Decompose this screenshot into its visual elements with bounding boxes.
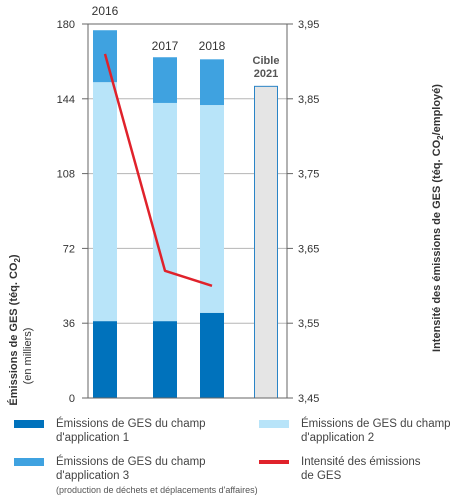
left-tick-label: 0 xyxy=(69,393,75,405)
bar-segment-1 xyxy=(93,321,117,398)
category-label-2018: 2018 xyxy=(199,39,226,53)
left-tick-label: 108 xyxy=(57,169,75,181)
left-tick-label: 36 xyxy=(63,318,75,330)
bars xyxy=(93,30,278,399)
right-tick-label: 3,95 xyxy=(298,19,319,31)
left-axis-title: Émissions de GES (téq. CO2) xyxy=(7,254,22,406)
bar-segment-1 xyxy=(200,312,224,398)
bar-segment-1 xyxy=(153,321,177,398)
right-tick-label: 3,45 xyxy=(298,393,319,405)
target-label-line: 2021 xyxy=(254,68,278,80)
target-bar xyxy=(254,85,278,399)
right-tick-label: 3,55 xyxy=(298,318,319,330)
bar-segment-2 xyxy=(200,105,224,313)
right-tick-label: 3,65 xyxy=(298,243,319,255)
intensity-line xyxy=(103,53,213,287)
category-label-2016: 2016 xyxy=(92,4,119,18)
right-axis-title: Intensité des émissions de GES (téq. CO2… xyxy=(431,84,445,352)
right-tick-label: 3,85 xyxy=(298,94,319,106)
category-label-2017: 2017 xyxy=(152,39,179,53)
left-tick-label: 144 xyxy=(57,94,75,106)
tick-labels: 0 36 72 108 144 180 3,45 3,55 3,65 3,75 3,85 3,95 xyxy=(57,19,320,405)
left-axis-unit: (en milliers) xyxy=(22,328,34,385)
axes xyxy=(87,23,288,399)
left-tick-label: 72 xyxy=(63,243,75,255)
target-label-line: Cible xyxy=(253,55,280,67)
bar-segment-2 xyxy=(93,82,117,322)
left-tick-label: 180 xyxy=(57,19,75,31)
bar-segment-3 xyxy=(200,59,224,106)
bar-segment-2 xyxy=(153,102,177,322)
right-tick-label: 3,75 xyxy=(298,169,319,181)
bar-segment-3 xyxy=(153,57,177,103)
